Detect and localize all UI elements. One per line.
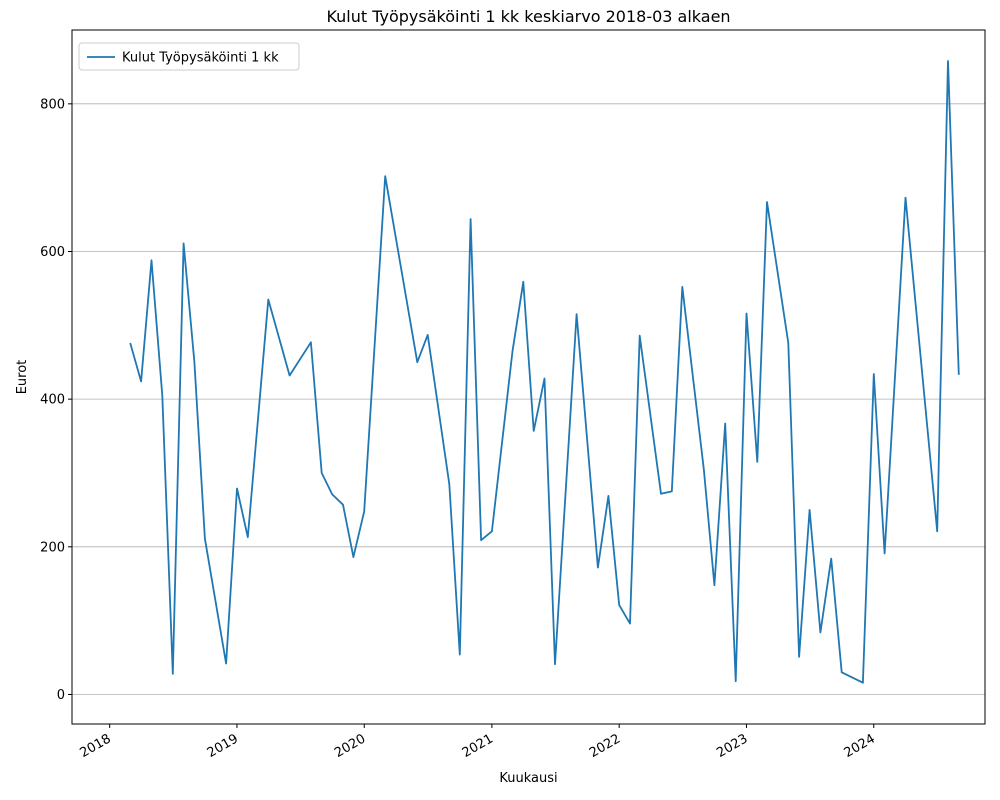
y-tick-label: 400 bbox=[40, 393, 65, 408]
x-axis-label: Kuukausi bbox=[499, 771, 557, 786]
series-line bbox=[129, 60, 960, 684]
y-axis-label: Eurot bbox=[15, 360, 30, 395]
legend-box bbox=[78, 42, 300, 71]
chart-title: Kulut Työpysäköinti 1 kk keskiarvo 2018-… bbox=[326, 7, 730, 26]
y-tick-label: 800 bbox=[40, 97, 65, 112]
y-tick-label: 0 bbox=[57, 688, 65, 703]
y-tick-label: 600 bbox=[40, 245, 65, 260]
plot-frame bbox=[71, 29, 986, 725]
y-axis: 0 200 400 600 800 bbox=[40, 97, 72, 703]
legend: Kulut Työpysäköinti 1 kk bbox=[78, 42, 300, 71]
legend-label: Kulut Työpysäköinti 1 kk bbox=[122, 51, 279, 66]
gridlines bbox=[72, 103, 985, 695]
y-tick-label: 200 bbox=[40, 540, 65, 555]
series-layer bbox=[129, 60, 960, 684]
